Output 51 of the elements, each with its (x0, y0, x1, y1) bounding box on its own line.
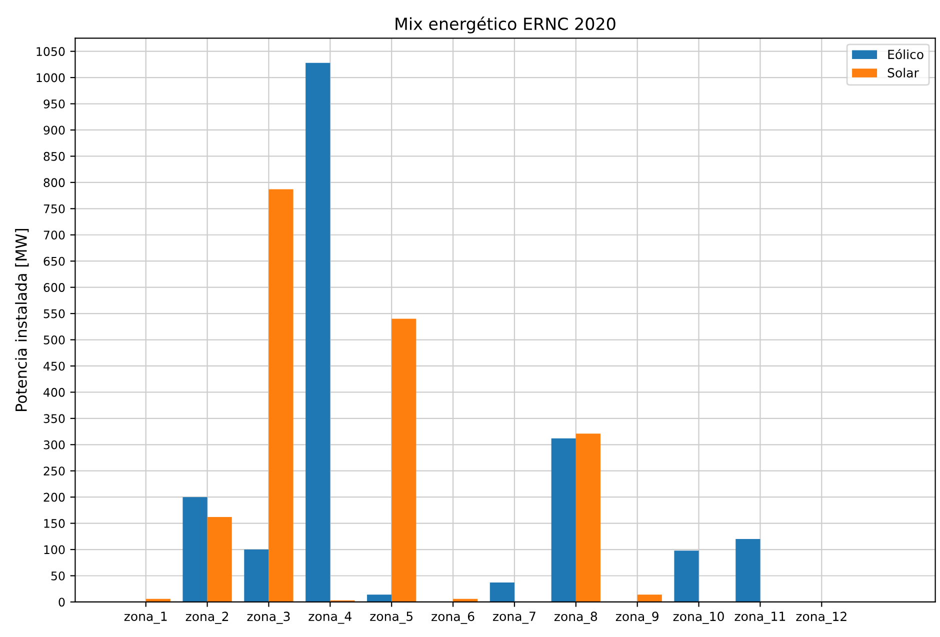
bar (576, 434, 600, 602)
y-tick-label: 650 (44, 256, 65, 266)
y-tick-label: 900 (44, 126, 65, 135)
y-tick-label: 550 (44, 309, 65, 318)
x-tick-label: zona_11 (734, 612, 786, 624)
bar (207, 517, 232, 602)
y-tick-label: 300 (44, 440, 65, 450)
bar (367, 594, 392, 602)
bar (182, 497, 208, 602)
bar (306, 62, 330, 602)
y-tick-label: 800 (44, 178, 65, 188)
x-tick-label: zona_4 (308, 612, 352, 624)
y-tick-label: 350 (44, 414, 65, 424)
y-tick-label: 950 (44, 99, 65, 108)
y-tick-label: 1050 (36, 47, 65, 56)
bar (268, 189, 294, 602)
y-tick-label: 50 (51, 571, 65, 580)
bar (490, 582, 514, 602)
bar (736, 539, 760, 602)
y-tick-label: 400 (44, 388, 65, 397)
x-tick-label: zona_7 (493, 612, 536, 624)
x-tick-label: zona_3 (247, 612, 290, 624)
chart-title: Mix energético ERNC 2020 (396, 16, 616, 34)
legend-label: Eólico (888, 48, 924, 60)
y-tick-label: 600 (44, 283, 65, 292)
y-tick-label: 200 (44, 492, 65, 502)
bar (244, 550, 269, 602)
x-tick-label: zona_8 (554, 612, 598, 624)
y-tick-label: 450 (44, 362, 65, 371)
x-tick-label: zona_9 (616, 612, 658, 624)
bar (637, 594, 662, 602)
bar (674, 550, 699, 602)
x-tick-label: zona_1 (124, 612, 167, 624)
y-tick-label: 500 (44, 335, 65, 344)
y-tick-label: 100 (44, 545, 65, 554)
y-tick-label: 150 (44, 519, 65, 528)
y-tick-label: 250 (44, 466, 65, 476)
y-axis-title: Potencia instalada [MW] (15, 228, 29, 412)
y-tick-label: 750 (44, 204, 65, 214)
y-tick-label: 1000 (36, 73, 65, 82)
x-tick-label: zona_6 (432, 612, 474, 624)
x-tick-label: zona_10 (673, 612, 724, 624)
x-tick-label: zona_5 (370, 612, 412, 624)
legend-label: Solar (888, 68, 919, 78)
y-tick-label: 700 (44, 230, 65, 240)
x-tick-label: zona_12 (796, 612, 846, 624)
y-tick-label: 850 (44, 152, 65, 161)
bar (392, 318, 416, 602)
bar (551, 438, 576, 602)
y-tick-label: 0 (58, 598, 65, 607)
x-tick-label: zona_2 (186, 612, 228, 624)
